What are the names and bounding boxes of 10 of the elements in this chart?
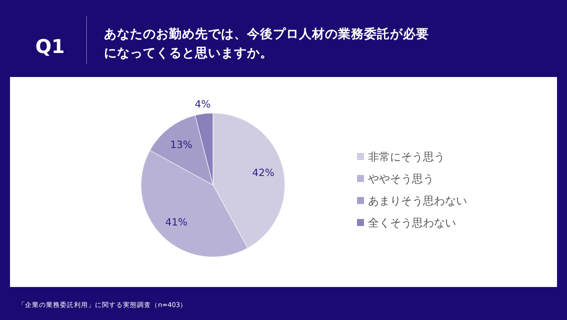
data-label: 41%: [165, 218, 188, 229]
legend-label: ややそう思う: [368, 172, 434, 186]
legend-label: 非常にそう思う: [368, 150, 445, 164]
data-label: 42%: [252, 168, 274, 180]
data-label: 4%: [194, 100, 211, 111]
data-label: 13%: [170, 140, 192, 152]
legend-label: あまりそう思わない: [368, 194, 467, 208]
chart-subtitle: あなたのお勤め先では、今後プロ人材の業務委託が必要になってくると思いますか。: [104, 25, 430, 62]
legend-label: 全くそう思わない: [368, 216, 456, 230]
chart-title: Q1: [34, 36, 66, 58]
